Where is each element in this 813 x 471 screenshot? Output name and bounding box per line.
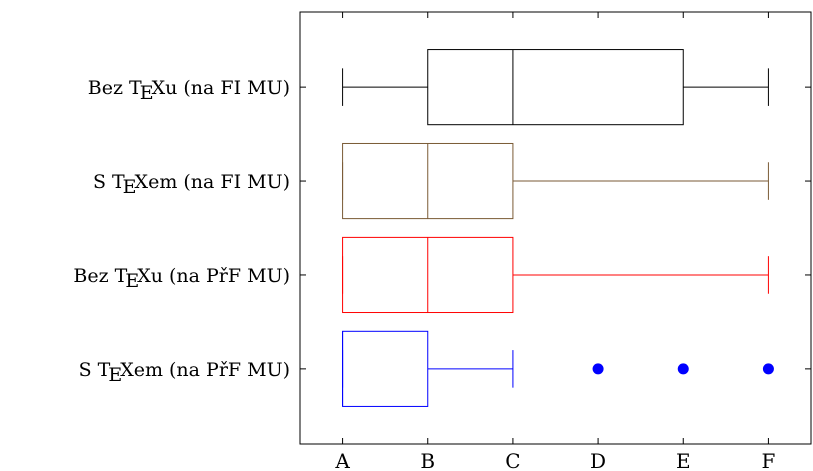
box [342,330,429,407]
box-group [342,236,769,314]
x-tick-label: A [334,449,350,471]
y-category-label: S TEXem (na PřF MU) [79,359,290,386]
y-category-label: Bez TEXu (na PřF MU) [73,265,290,292]
x-tick-label: E [676,449,691,471]
plot-frame [299,11,812,445]
x-tick-label: C [505,449,520,471]
box-group [342,142,769,220]
x-axis: A B C D E F [334,12,775,471]
y-category-label: S TEXem (na FI MU) [93,171,290,198]
boxes [342,49,774,407]
outlier-point [762,363,774,375]
box [427,49,684,126]
box-group [342,330,774,407]
outlier-point [677,363,689,375]
y-axis: Bez TEXu (na FI MU) S TEXem (na FI MU) Bez… [73,77,811,386]
x-tick-label: B [420,449,435,471]
x-tick-label: F [761,449,775,471]
x-tick-label: D [590,449,606,471]
box-group [342,49,769,126]
y-category-label: Bez TEXu (na FI MU) [88,77,290,104]
outlier-point [592,363,604,375]
